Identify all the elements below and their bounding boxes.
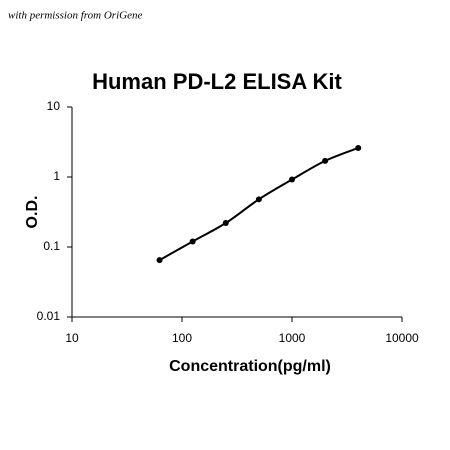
x-tick-label: 10 <box>65 331 79 345</box>
y-tick-label: 0.01 <box>37 309 61 323</box>
fit-curve <box>159 147 359 261</box>
chart-title: Human PD-L2 ELISA Kit <box>92 69 342 94</box>
x-tick-label: 100 <box>172 331 192 345</box>
x-tick-label: 10000 <box>385 331 419 345</box>
data-point <box>156 257 163 264</box>
x-tick-label: 1000 <box>279 331 306 345</box>
data-point <box>289 176 295 183</box>
data-point <box>322 157 329 164</box>
y-tick-label: 10 <box>47 99 61 113</box>
x-axis-label: Concentration(pg/ml) <box>169 358 331 375</box>
y-tick-label: 0.1 <box>43 239 60 253</box>
caption: with permission from OriGene <box>8 10 142 22</box>
data-point <box>255 196 262 203</box>
data-point <box>222 220 229 227</box>
y-axis-label: O.D. <box>24 196 41 229</box>
data-point <box>355 144 362 151</box>
data-point <box>189 238 196 245</box>
y-tick-label: 1 <box>53 169 60 183</box>
